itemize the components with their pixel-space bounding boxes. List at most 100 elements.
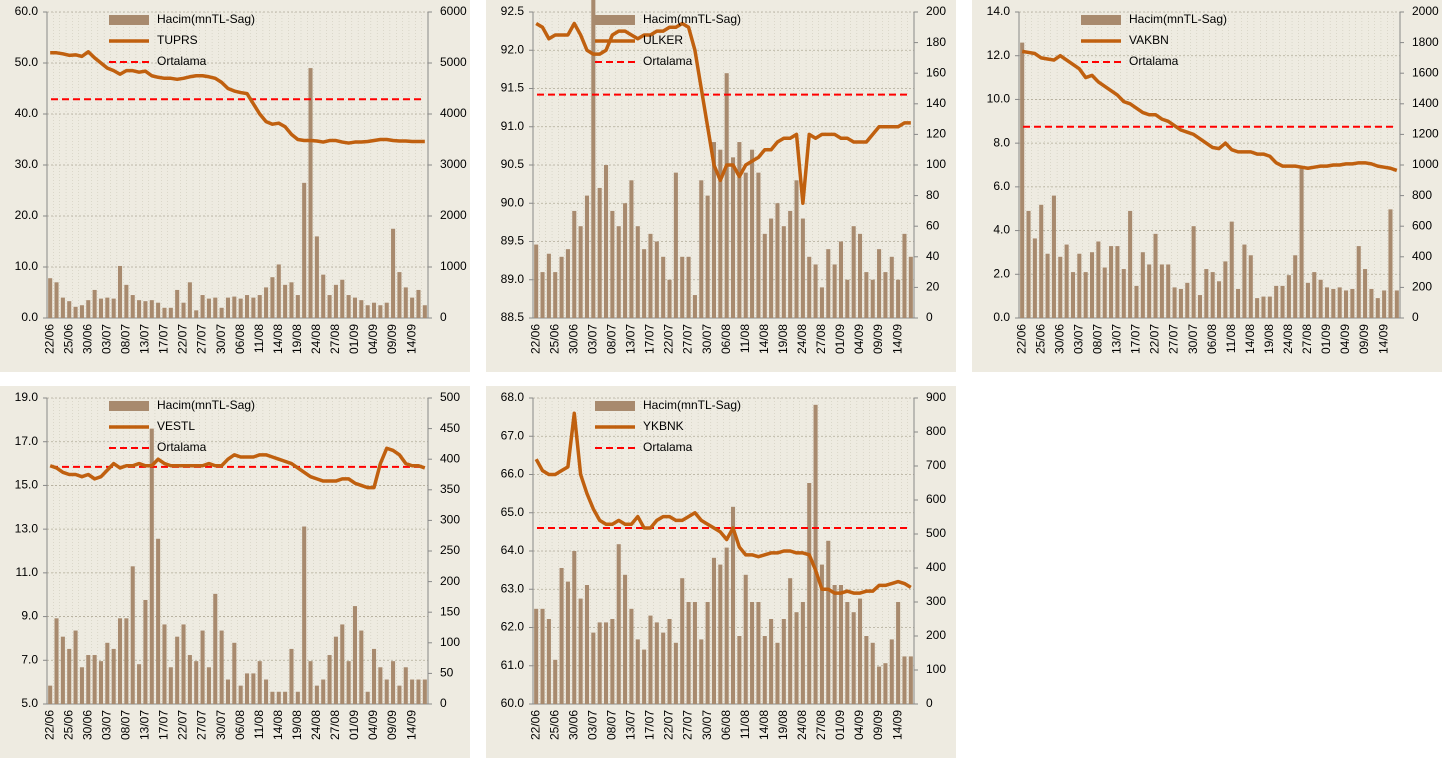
x-tick-label: 06/08 [1205, 324, 1219, 354]
volume-bar [289, 282, 294, 318]
volume-bar [105, 642, 110, 704]
volume-bar [705, 602, 710, 704]
volume-bar [60, 297, 65, 318]
volume-bar [832, 585, 837, 704]
volume-bar [1109, 246, 1114, 318]
volume-bar [1236, 288, 1241, 318]
y-tick-label: 63.0 [501, 581, 525, 595]
legend-label: VESTL [157, 419, 195, 433]
y-tick-label: 17.0 [15, 434, 39, 448]
volume-bar [1267, 296, 1272, 318]
volume-bar [238, 298, 243, 318]
legend-label: Ortalama [157, 54, 207, 68]
volume-bar [1096, 241, 1101, 318]
volume-bar [1299, 168, 1304, 318]
volume-bar [1070, 272, 1076, 318]
volume-bar [680, 578, 685, 704]
x-tick-label: 09/09 [385, 324, 399, 354]
volume-bar [591, 0, 596, 318]
volume-bar [1280, 285, 1285, 318]
y-tick-label: 4.0 [993, 223, 1010, 237]
volume-bar [616, 226, 621, 318]
y-tick-label: 64.0 [501, 543, 525, 557]
price-line [50, 50, 425, 145]
volume-bar [737, 142, 742, 318]
volume-bar [1121, 269, 1126, 318]
x-tick-label: 27/08 [814, 324, 828, 354]
volume-bar [540, 272, 545, 318]
volume-bar [384, 302, 389, 318]
volume-bar [79, 305, 84, 318]
volume-bar [352, 297, 358, 318]
volume-bar [1223, 261, 1228, 318]
volume-bar [422, 305, 427, 318]
volume-bar [813, 404, 818, 704]
volume-bar [883, 272, 888, 318]
volume-bar [175, 289, 180, 318]
volume-bar [680, 256, 685, 318]
volume-bar [902, 656, 907, 704]
volume-bar [371, 648, 377, 704]
legend-label: Hacim(mnTL-Sag) [1129, 12, 1227, 26]
y-tick-label: 92.5 [501, 4, 525, 18]
volume-bar [1159, 264, 1164, 318]
volume-bar [661, 256, 666, 318]
y2-tick-label: 100 [926, 157, 946, 171]
x-tick-label: 14/08 [271, 710, 285, 740]
volume-bar [391, 228, 396, 318]
x-tick-label: 17/07 [157, 710, 171, 740]
volume-bar [762, 636, 767, 704]
volume-bar [1337, 287, 1342, 318]
y2-tick-label: 3000 [440, 157, 467, 171]
volume-bar [73, 306, 78, 318]
volume-bar [156, 302, 161, 318]
y-tick-label: 50.0 [15, 55, 39, 69]
volume-bar [597, 187, 602, 318]
x-tick-label: 24/08 [1281, 324, 1295, 354]
volume-bar [73, 630, 78, 704]
x-tick-label: 22/07 [176, 324, 190, 354]
volume-bar [403, 287, 408, 318]
volume-bar [48, 278, 53, 318]
y-tick-label: 0.0 [993, 310, 1010, 324]
volume-bar [1045, 253, 1050, 318]
volume-bar [591, 632, 596, 704]
volume-bar [610, 619, 615, 704]
x-tick-label: 27/07 [681, 324, 695, 354]
volume-bar [889, 256, 894, 318]
price-line [535, 21, 911, 205]
y-tick-label: 6.0 [993, 179, 1010, 193]
volume-bar [629, 180, 634, 318]
volume-bar [877, 666, 882, 704]
x-tick-label: 04/09 [1338, 324, 1352, 354]
x-tick-label: 06/08 [233, 324, 247, 354]
x-tick-label: 08/07 [119, 324, 133, 354]
x-tick-label: 03/07 [99, 324, 113, 354]
x-tick-label: 11/08 [738, 710, 752, 739]
volume-bar [1312, 272, 1317, 318]
volume-bar [206, 298, 211, 318]
volume-bar [559, 256, 564, 318]
x-tick-label: 13/07 [138, 324, 152, 354]
x-tick-label: 27/08 [328, 710, 342, 740]
volume-bar [200, 630, 205, 704]
volume-bar [1318, 279, 1323, 318]
y2-tick-label: 200 [926, 628, 946, 642]
volume-bar [327, 655, 332, 704]
volume-bar [187, 655, 192, 704]
volume-bar [333, 636, 338, 704]
x-tick-label: 13/07 [624, 710, 638, 740]
volume-bar [308, 68, 313, 318]
volume-bar [283, 691, 288, 704]
volume-bar [295, 295, 300, 318]
volume-bar [546, 619, 551, 704]
volume-bar [705, 195, 710, 318]
volume-bar [98, 661, 104, 704]
volume-bar [1051, 195, 1056, 318]
x-tick-label: 17/07 [643, 324, 657, 354]
volume-bar [623, 574, 628, 704]
volume-bar [194, 310, 199, 318]
volume-bar [750, 149, 755, 318]
x-tick-label: 01/09 [347, 324, 361, 354]
volume-bar [1058, 256, 1063, 318]
